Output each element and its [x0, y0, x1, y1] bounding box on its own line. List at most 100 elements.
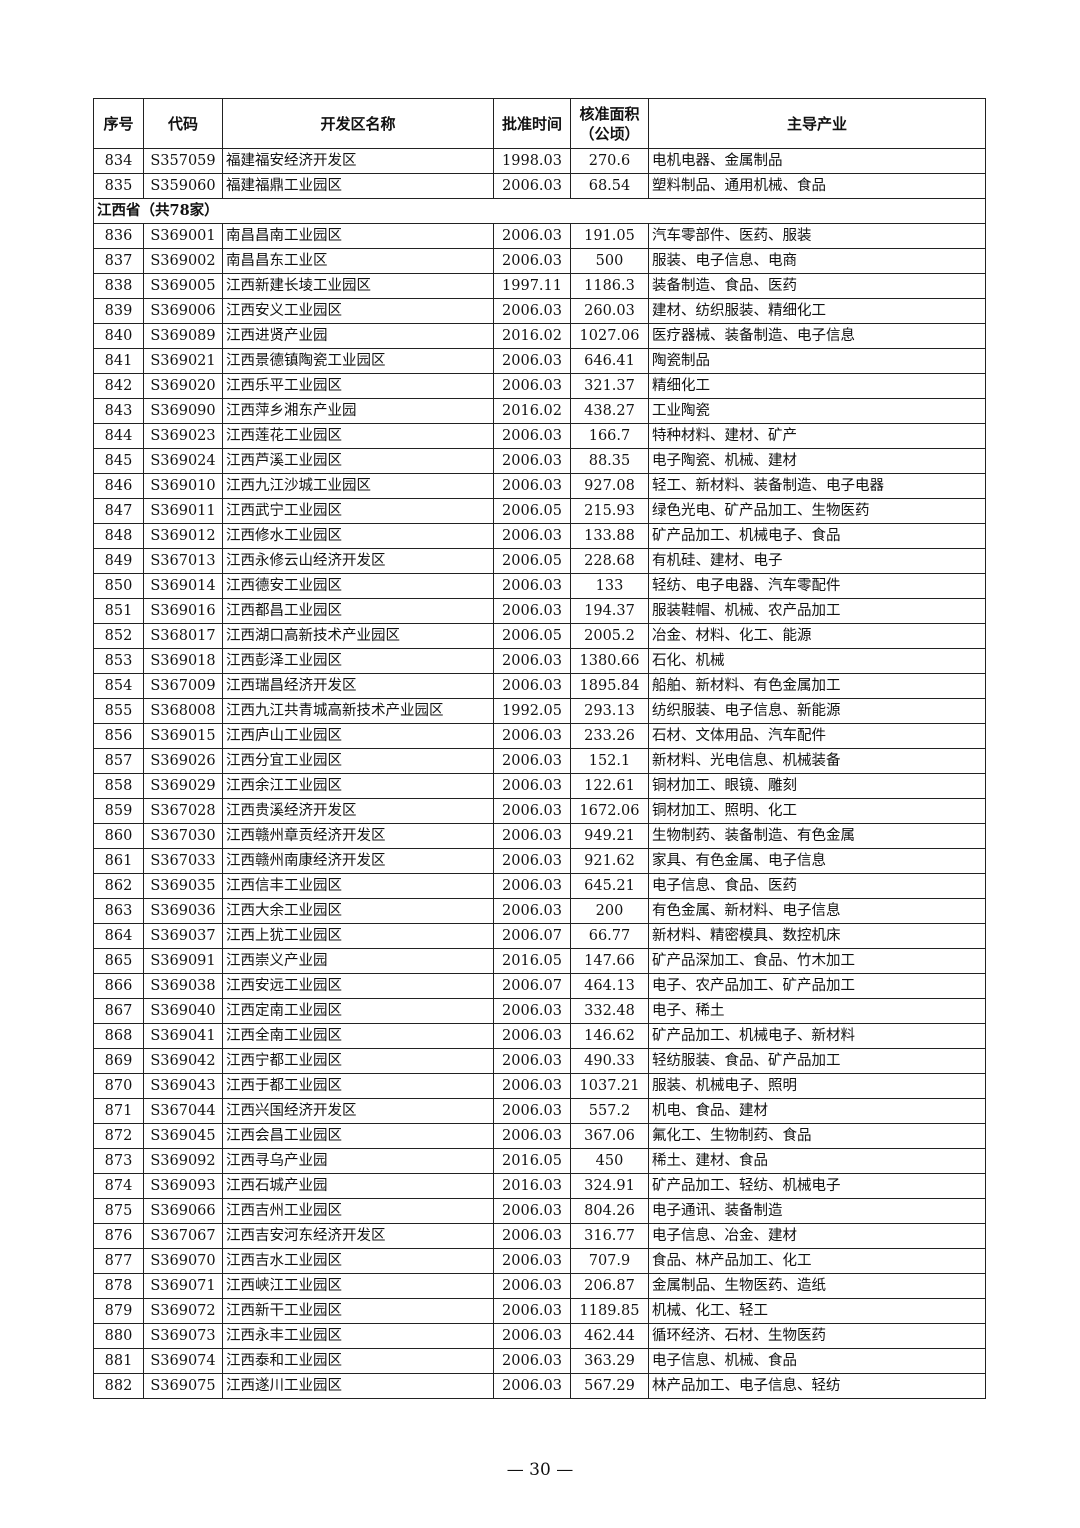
- cell-main-industry: 有色金属、新材料、电子信息: [648, 898, 986, 924]
- cell-approval-date: 2006.03: [493, 848, 571, 874]
- cell-serial: 868: [93, 1023, 144, 1049]
- cell-approved-area: 66.77: [570, 923, 649, 949]
- cell-serial: 850: [93, 573, 144, 599]
- table-row: 851 S369016 江西都昌工业园区 2006.03 194.37 服装鞋帽、机械、农…: [93, 598, 986, 624]
- cell-zone-name: 江西分宜工业园区: [222, 748, 494, 774]
- cell-main-industry: 绿色光电、矿产品加工、生物医药: [648, 498, 986, 524]
- table-row: 874 S369093 江西石城产业园 2016.03 324.91 矿产品加工、轻纺、机…: [93, 1173, 986, 1199]
- cell-zone-name: 江西德安工业园区: [222, 573, 494, 599]
- cell-main-industry: 家具、有色金属、电子信息: [648, 848, 986, 874]
- cell-serial: 847: [93, 498, 144, 524]
- table-row: 838 S369005 江西新建长堎工业园区 1997.11 1186.3 装备制造、食品…: [93, 273, 986, 299]
- cell-code: S369011: [143, 498, 223, 524]
- table-row: 841 S369021 江西景德镇陶瓷工业园区 2006.03 646.41 陶瓷制品: [93, 348, 986, 374]
- cell-approval-date: 2016.05: [493, 1148, 571, 1174]
- cell-approved-area: 462.44: [570, 1323, 649, 1349]
- cell-code: S368008: [143, 698, 223, 724]
- cell-approval-date: 2006.05: [493, 623, 571, 649]
- header-main-industry: 主导产业: [648, 98, 986, 149]
- cell-zone-name: 江西安义工业园区: [222, 298, 494, 324]
- table-row: 847 S369011 江西武宁工业园区 2006.05 215.93 绿色光电、矿产品加…: [93, 498, 986, 524]
- cell-code: S369073: [143, 1323, 223, 1349]
- cell-serial: 874: [93, 1173, 144, 1199]
- cell-zone-name: 江西吉州工业园区: [222, 1198, 494, 1224]
- cell-zone-name: 江西赣州南康经济开发区: [222, 848, 494, 874]
- cell-zone-name: 江西赣州章贡经济开发区: [222, 823, 494, 849]
- cell-main-industry: 氟化工、生物制药、食品: [648, 1123, 986, 1149]
- cell-approval-date: 2006.03: [493, 223, 571, 249]
- table-row: 881 S369074 江西泰和工业园区 2006.03 363.29 电子信息、机械、食…: [93, 1348, 986, 1374]
- table-row: 865 S369091 江西崇义产业园 2016.05 147.66 矿产品深加工、食品、…: [93, 948, 986, 974]
- cell-approval-date: 2016.02: [493, 323, 571, 349]
- table-row: 846 S369010 江西九江沙城工业园区 2006.03 927.08 轻工、新材料、…: [93, 473, 986, 499]
- cell-serial: 837: [93, 248, 144, 274]
- cell-code: S369037: [143, 923, 223, 949]
- cell-main-industry: 石化、机械: [648, 648, 986, 674]
- cell-approved-area: 927.08: [570, 473, 649, 499]
- cell-serial: 839: [93, 298, 144, 324]
- table-row: 844 S369023 江西莲花工业园区 2006.03 166.7 特种材料、建材、矿产: [93, 423, 986, 449]
- cell-approval-date: 2016.02: [493, 398, 571, 424]
- cell-approved-area: 921.62: [570, 848, 649, 874]
- table-row: 870 S369043 江西于都工业园区 2006.03 1037.21 服装、机械电子、…: [93, 1073, 986, 1099]
- cell-approved-area: 646.41: [570, 348, 649, 374]
- cell-main-industry: 金属制品、生物医药、造纸: [648, 1273, 986, 1299]
- cell-main-industry: 矿产品加工、轻纺、机械电子: [648, 1173, 986, 1199]
- cell-approved-area: 490.33: [570, 1048, 649, 1074]
- cell-approval-date: 2006.03: [493, 1298, 571, 1324]
- cell-approved-area: 152.1: [570, 748, 649, 774]
- cell-main-industry: 机械、化工、轻工: [648, 1298, 986, 1324]
- cell-main-industry: 矿产品加工、机械电子、新材料: [648, 1023, 986, 1049]
- cell-zone-name: 江西武宁工业园区: [222, 498, 494, 524]
- cell-approval-date: 2006.03: [493, 423, 571, 449]
- cell-approval-date: 2006.03: [493, 773, 571, 799]
- cell-main-industry: 稀土、建材、食品: [648, 1148, 986, 1174]
- cell-serial: 842: [93, 373, 144, 399]
- cell-zone-name: 江西宁都工业园区: [222, 1048, 494, 1074]
- cell-main-industry: 新材料、光电信息、机械装备: [648, 748, 986, 774]
- cell-approved-area: 804.26: [570, 1198, 649, 1224]
- table-row: 868 S369041 江西全南工业园区 2006.03 146.62 矿产品加工、机械电…: [93, 1023, 986, 1049]
- cell-code: S369029: [143, 773, 223, 799]
- cell-approval-date: 2006.03: [493, 898, 571, 924]
- cell-main-industry: 食品、林产品加工、化工: [648, 1248, 986, 1274]
- cell-code: S369021: [143, 348, 223, 374]
- cell-serial: 835: [93, 173, 144, 199]
- cell-main-industry: 有机硅、建材、电子: [648, 548, 986, 574]
- cell-zone-name: 福建福安经济开发区: [222, 148, 494, 174]
- cell-zone-name: 江西乐平工业园区: [222, 373, 494, 399]
- table-row: 843 S369090 江西萍乡湘东产业园 2016.02 438.27 工业陶瓷: [93, 398, 986, 424]
- cell-zone-name: 江西贵溪经济开发区: [222, 798, 494, 824]
- cell-serial: 879: [93, 1298, 144, 1324]
- cell-code: S369036: [143, 898, 223, 924]
- cell-approval-date: 1992.05: [493, 698, 571, 724]
- cell-main-industry: 电子、农产品加工、矿产品加工: [648, 973, 986, 999]
- cell-serial: 844: [93, 423, 144, 449]
- cell-code: S369075: [143, 1373, 223, 1399]
- table-body: 834 S357059 福建福安经济开发区 1998.03 270.6 电机电器、金属制品…: [93, 148, 986, 1399]
- cell-serial: 872: [93, 1123, 144, 1149]
- cell-approved-area: 500: [570, 248, 649, 274]
- page-number: — 30 —: [506, 1460, 574, 1480]
- cell-code: S369041: [143, 1023, 223, 1049]
- cell-approval-date: 2006.07: [493, 973, 571, 999]
- cell-code: S369035: [143, 873, 223, 899]
- cell-approval-date: 2006.05: [493, 498, 571, 524]
- cell-code: S369020: [143, 373, 223, 399]
- table-row: 859 S367028 江西贵溪经济开发区 2006.03 1672.06 铜材加工、照明…: [93, 798, 986, 824]
- table-row: 877 S369070 江西吉水工业园区 2006.03 707.9 食品、林产品加工、化…: [93, 1248, 986, 1274]
- cell-main-industry: 矿产品加工、机械电子、食品: [648, 523, 986, 549]
- cell-main-industry: 循环经济、石材、生物医药: [648, 1323, 986, 1349]
- cell-zone-name: 江西都昌工业园区: [222, 598, 494, 624]
- cell-approved-area: 332.48: [570, 998, 649, 1024]
- cell-zone-name: 江西永修云山经济开发区: [222, 548, 494, 574]
- cell-zone-name: 江西遂川工业园区: [222, 1373, 494, 1399]
- cell-approval-date: 2006.03: [493, 1048, 571, 1074]
- table-row: 834 S357059 福建福安经济开发区 1998.03 270.6 电机电器、金属制品: [93, 148, 986, 174]
- cell-approved-area: 147.66: [570, 948, 649, 974]
- cell-zone-name: 江西信丰工业园区: [222, 873, 494, 899]
- cell-approved-area: 200: [570, 898, 649, 924]
- table-row: 861 S367033 江西赣州南康经济开发区 2006.03 921.62 家具、有色金…: [93, 848, 986, 874]
- cell-approval-date: 2006.03: [493, 648, 571, 674]
- cell-approval-date: 1998.03: [493, 148, 571, 174]
